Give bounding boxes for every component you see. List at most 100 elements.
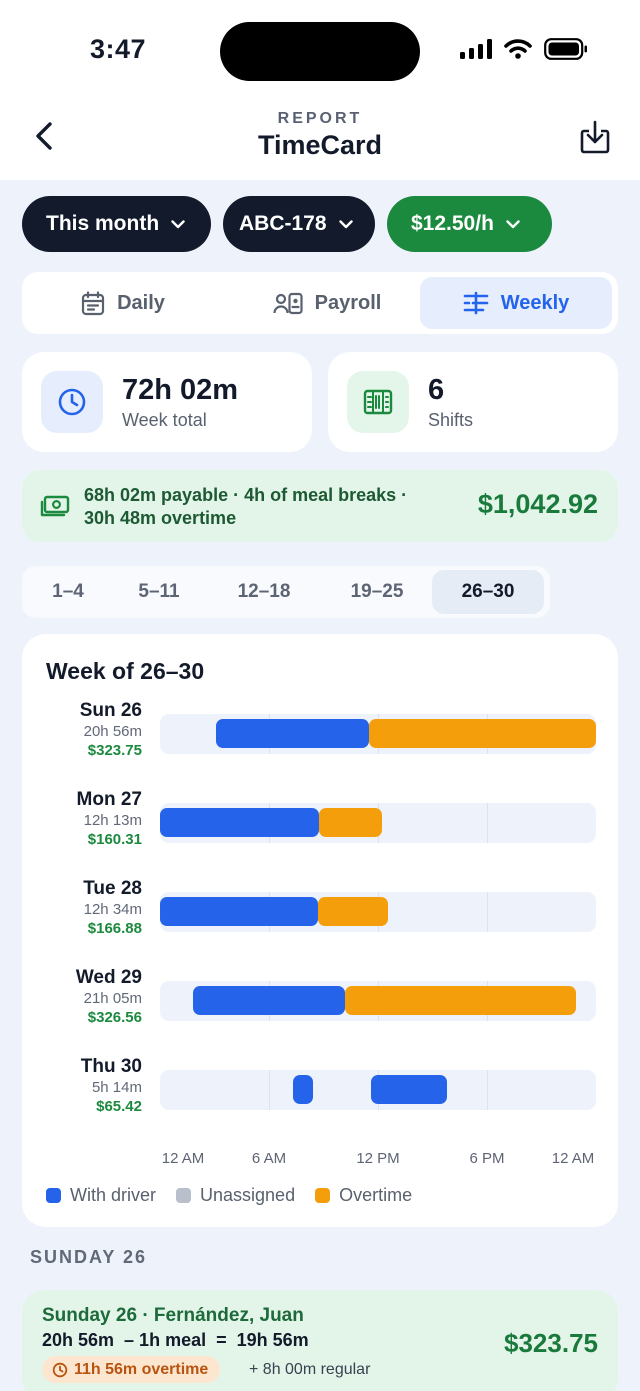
grid-line — [269, 1070, 270, 1110]
unit-filter[interactable]: ABC-178 — [223, 196, 375, 252]
header-subtitle: REPORT — [277, 110, 363, 127]
driver-segment[interactable] — [370, 1075, 448, 1104]
status-icons — [460, 38, 588, 60]
axis-tick-label: 6 PM — [469, 1150, 505, 1167]
axis-tick-label: 6 AM — [251, 1150, 287, 1167]
day-timeline-track[interactable] — [160, 714, 596, 754]
cellular-signal-icon — [460, 39, 492, 59]
overtime-segment[interactable] — [345, 986, 576, 1015]
legend-overtime: Overtime — [315, 1185, 412, 1206]
driver-segment[interactable] — [192, 986, 346, 1015]
day-name: Wed 29 — [75, 967, 142, 988]
battery-icon — [544, 38, 587, 60]
legend-label-overtime: Overtime — [339, 1185, 413, 1205]
legend-with-driver: With driver — [46, 1185, 156, 1206]
day-label: Wed 29 21h 05m $326.56 — [22, 967, 142, 1027]
day-label: Tue 28 12h 34m $166.88 — [22, 878, 142, 938]
app-header: REPORT TimeCard — [0, 100, 640, 180]
day-name: Tue 28 — [83, 878, 142, 899]
rate-filter[interactable]: $12.50/h — [387, 196, 552, 252]
pay-summary-amount: $1,042.92 — [477, 489, 598, 519]
week-tab-26-30[interactable]: 26–30 — [432, 570, 544, 614]
shifts-icon — [363, 389, 393, 415]
money-icon — [40, 495, 70, 517]
week-chart-title: Week of 26–30 — [46, 658, 205, 684]
clock-icon — [58, 388, 86, 416]
day-hours: 12h 13m — [83, 812, 142, 829]
grid-line — [487, 1070, 488, 1110]
axis-tick-label: 12 AM — [551, 1150, 595, 1167]
legend-swatch-unassigned — [176, 1188, 192, 1203]
shifts-value: 6 — [428, 374, 445, 406]
status-bar: 3:47 — [0, 0, 640, 100]
pay-summary-text: 68h 02m payable · 4h of meal breaks · 30… — [84, 484, 444, 530]
day-name: Thu 30 — [80, 1056, 142, 1077]
week-range-tabs: 1–4 5–11 12–18 19–25 26–30 — [22, 566, 550, 618]
day-name: Sun 26 — [79, 700, 142, 721]
overtime-segment[interactable] — [318, 897, 388, 926]
period-filter[interactable]: This month — [22, 196, 211, 252]
id-card-icon — [273, 292, 303, 315]
driver-segment[interactable] — [160, 808, 319, 837]
day-timeline-track[interactable] — [160, 1070, 596, 1110]
chevron-down-icon — [506, 219, 520, 228]
day-hours: 20h 56m — [83, 723, 142, 740]
week-tab-5-11[interactable]: 5–11 — [138, 581, 180, 602]
axis-tick-label: 12 PM — [356, 1150, 400, 1167]
day-section-label: SUNDAY 26 — [30, 1247, 148, 1267]
day-timeline-track[interactable] — [160, 981, 596, 1021]
download-icon — [580, 120, 610, 154]
driver-segment[interactable] — [292, 1075, 313, 1104]
driver-segment[interactable] — [216, 719, 369, 748]
overtime-segment[interactable] — [318, 808, 382, 837]
timeline-icon — [463, 291, 489, 315]
day-pay: $326.56 — [87, 1009, 142, 1026]
axis-tick-label: 12 AM — [161, 1150, 205, 1167]
week-total-value: 72h 02m — [122, 374, 239, 406]
week-timeline-card: Week of 26–30 Sun 26 20h 56m $323.75 Mon 27… — [22, 634, 618, 1227]
tab-payroll[interactable]: Payroll — [232, 277, 422, 329]
shift-calculation: 20h 56m – 1h meal = 19h 56m — [42, 1330, 309, 1350]
week-total-card: 72h 02m Week total — [22, 352, 312, 452]
week-tab-19-25[interactable]: 19–25 — [350, 581, 404, 602]
day-hours: 21h 05m — [83, 990, 142, 1007]
back-arrow-icon — [36, 122, 52, 150]
grid-line — [487, 892, 488, 932]
view-tabs: Daily Payroll Weekly — [22, 272, 618, 334]
chevron-down-icon — [171, 219, 185, 228]
legend-swatch-driver — [46, 1188, 61, 1203]
week-tab-12-18[interactable]: 12–18 — [237, 581, 291, 602]
day-timeline-track[interactable] — [160, 803, 596, 843]
pay-summary-banner: 68h 02m payable · 4h of meal breaks · 30… — [22, 470, 618, 542]
overtime-segment[interactable] — [368, 719, 596, 748]
stat-shifts-icon-wrap — [347, 371, 409, 433]
day-label: Mon 27 12h 13m $160.31 — [22, 789, 142, 849]
period-filter-label: This month — [46, 212, 160, 235]
day-timeline-track[interactable] — [160, 892, 596, 932]
wifi-icon — [504, 39, 532, 59]
stat-total-icon-wrap — [41, 371, 103, 433]
legend-unassigned: Unassigned — [176, 1185, 295, 1206]
overtime-badge-label: 11h 56m overtime — [74, 1360, 209, 1378]
tab-weekly-label: Weekly — [500, 291, 570, 314]
chevron-down-icon — [338, 219, 353, 228]
driver-segment[interactable] — [160, 897, 319, 926]
legend-label-unassigned: Unassigned — [200, 1185, 296, 1205]
pay-summary-line1: 68h 02m payable · 4h of meal breaks · — [84, 485, 408, 505]
dynamic-island — [220, 22, 420, 81]
calendar-icon — [81, 290, 105, 315]
overtime-badge: 11h 56m overtime — [42, 1356, 221, 1383]
day-label: Thu 30 5h 14m $65.42 — [22, 1056, 142, 1116]
tab-daily[interactable]: Daily — [28, 277, 218, 329]
shifts-label: Shifts — [428, 410, 474, 430]
day-pay: $166.88 — [87, 920, 142, 937]
regular-hours: + 8h 00m regular — [249, 1361, 371, 1378]
shift-detail-card[interactable]: Sunday 26 · Fernández, Juan 20h 56m – 1h… — [22, 1290, 618, 1391]
legend-swatch-overtime — [315, 1188, 331, 1203]
day-pay: $323.75 — [87, 742, 142, 759]
tab-weekly[interactable]: Weekly — [420, 277, 612, 329]
shift-amount: $323.75 — [504, 1328, 598, 1358]
week-tab-1-4[interactable]: 1–4 — [52, 581, 84, 602]
back-button[interactable] — [28, 118, 60, 154]
export-button[interactable] — [578, 118, 612, 156]
